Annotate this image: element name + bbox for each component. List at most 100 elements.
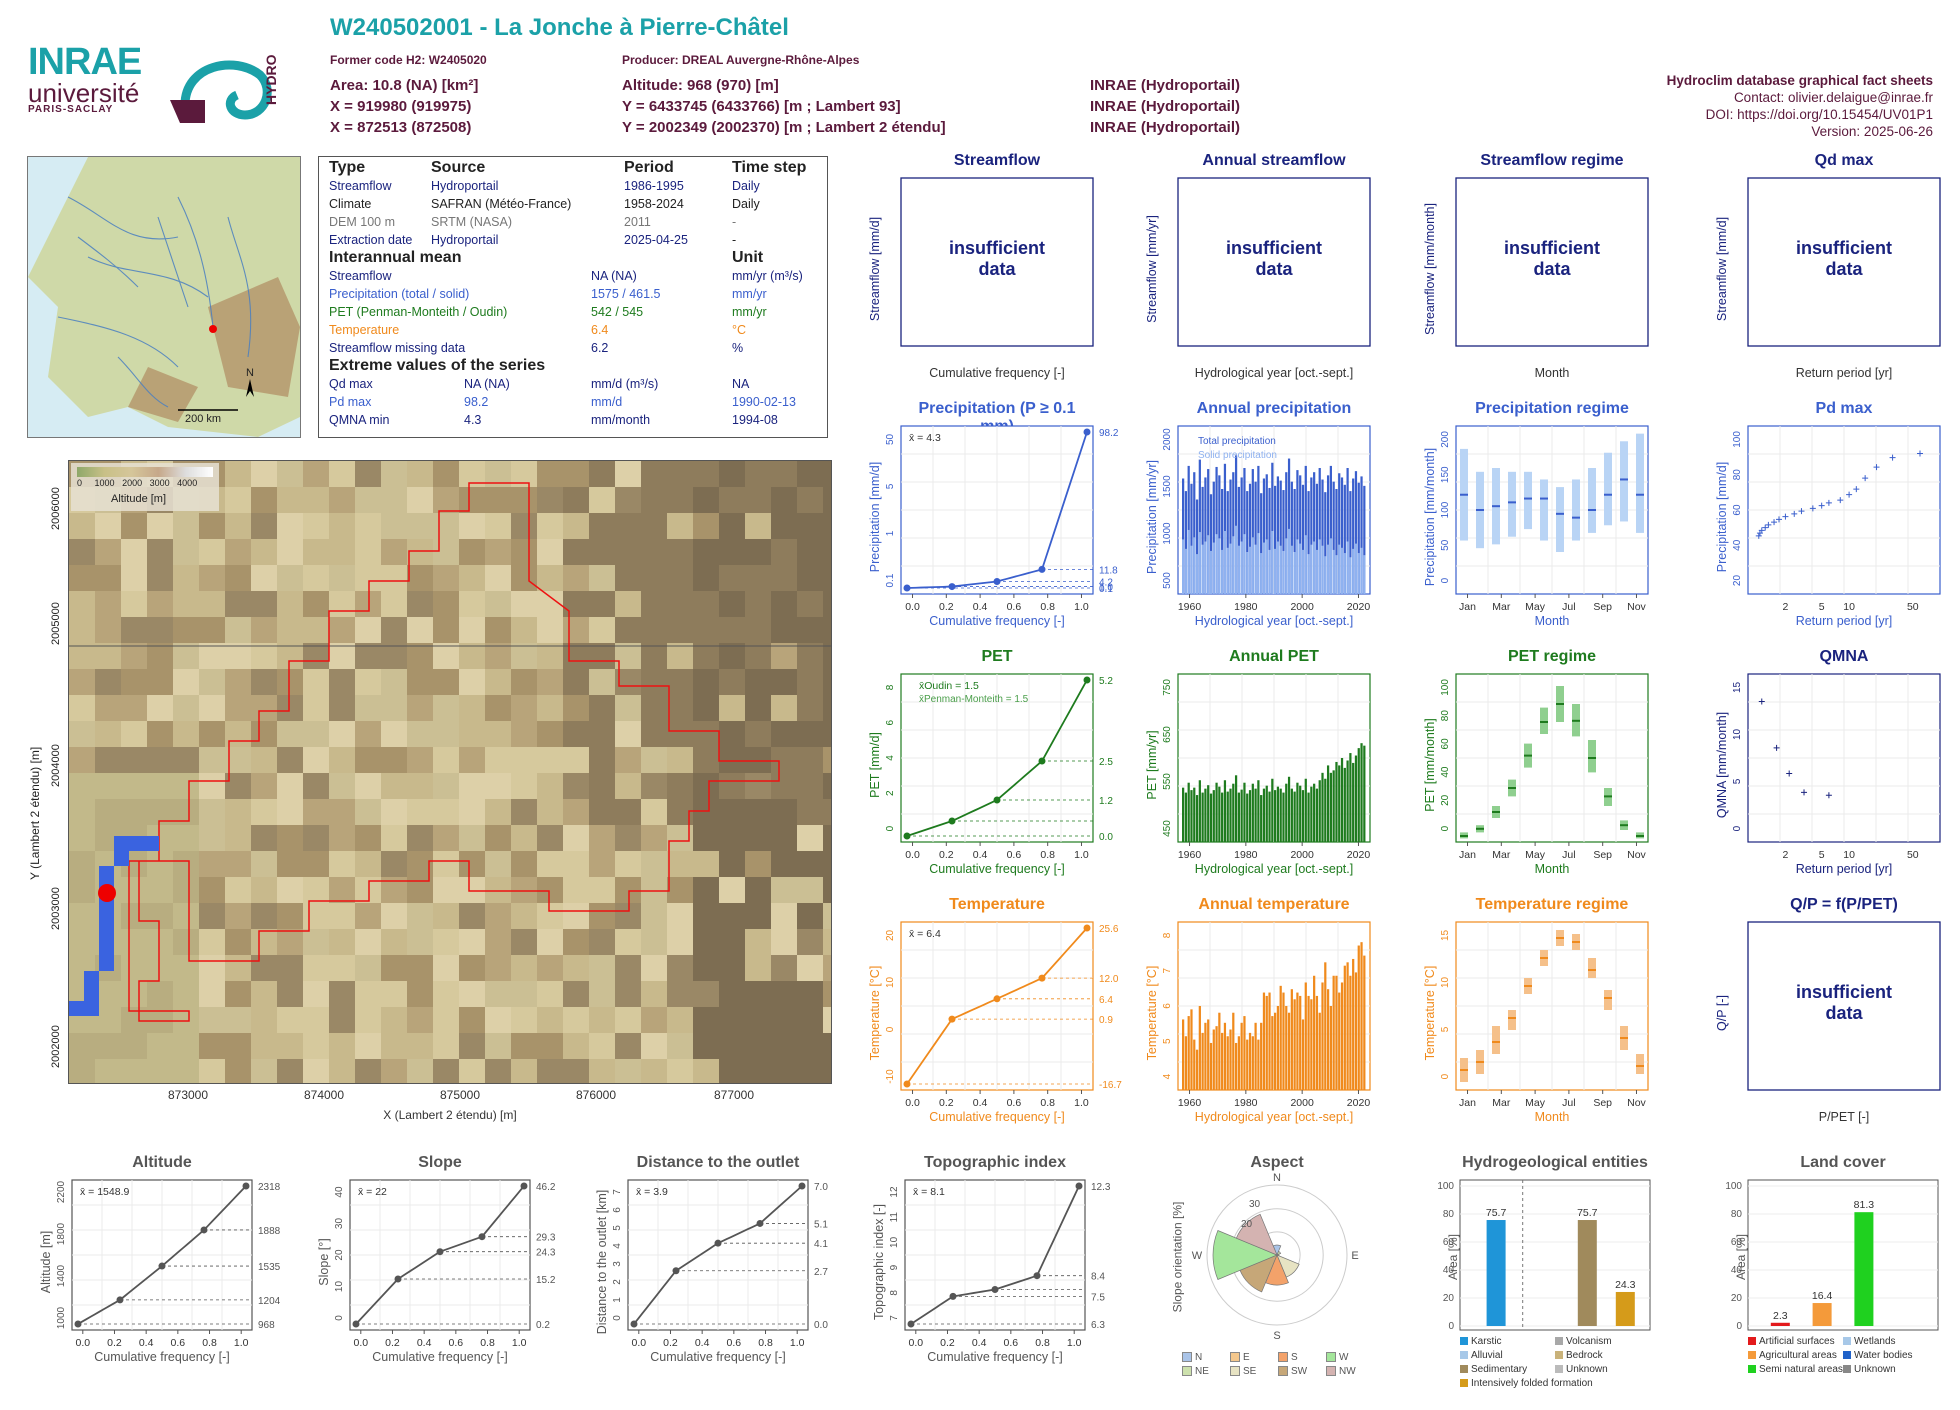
y-tick-label: 1 — [612, 1297, 623, 1303]
right-tick-label: 15.2 — [536, 1275, 556, 1286]
streamflow-panel: Streamflow Cumulative frequency [-] Stream… — [861, 148, 1133, 386]
right-tick-label: 24.3 — [536, 1248, 556, 1259]
elevation-cell — [771, 1007, 797, 1033]
y-tick-label: 9 — [889, 1264, 900, 1270]
elevation-cell — [225, 461, 251, 487]
elevation-cell — [69, 799, 95, 825]
x-tick-label: 2020 — [1347, 849, 1371, 861]
x-tick-label: 0.4 — [973, 849, 988, 861]
annual_precip-bar2 — [1187, 529, 1190, 594]
y-tick-label: 11 — [889, 1212, 900, 1223]
x-tick-label: Nov — [1627, 1097, 1646, 1109]
elevation-cell — [173, 929, 199, 955]
aspect-ring-label: 30 — [1249, 1199, 1261, 1210]
annual_pet-xlabel: Hydrological year [oct.-sept.] — [1194, 862, 1354, 876]
annual_pet-bar — [1271, 778, 1274, 842]
elevation-cell — [381, 1033, 407, 1059]
annual_pet-title: Annual PET — [1229, 648, 1319, 665]
elevation-cell — [95, 539, 121, 565]
elevation-cell — [381, 721, 407, 747]
elevation-cell — [537, 669, 563, 695]
elevation-cell — [329, 773, 355, 799]
annual_temp-bar — [1204, 1022, 1207, 1090]
annual_temp-bar — [1349, 975, 1352, 1090]
y-tick-label: 750 — [1162, 679, 1173, 696]
elevation-cell — [303, 591, 329, 617]
elevation-cell — [251, 643, 277, 669]
annual_precip-bar2 — [1251, 537, 1254, 594]
elevation-cell — [615, 617, 641, 643]
y-tick-label: 60 — [1732, 504, 1743, 516]
elevation-cell — [381, 643, 407, 669]
y-tick-label: 5 — [1162, 1038, 1173, 1044]
annual_streamflow-insufficient: insufficient data — [1225, 238, 1322, 279]
elevation-cell — [693, 1007, 719, 1033]
elevation-cell — [303, 825, 329, 851]
elevation-cell — [225, 487, 251, 513]
elevation-cell — [95, 669, 121, 695]
hydrogeo-legend-item: Volcanism — [1555, 1336, 1612, 1347]
src-row-period: 2025-04-25 — [624, 233, 688, 247]
x-tick-label: 10 — [1843, 601, 1855, 613]
elevation-cell — [121, 617, 147, 643]
mean-label: Temperature — [329, 323, 400, 337]
elevation-cell — [433, 643, 459, 669]
annual_precip-bar — [1357, 482, 1360, 594]
annual_pet-bar — [1349, 753, 1352, 842]
elevation-cell — [459, 643, 485, 669]
elevation-cell — [329, 461, 355, 487]
pd_max-point — [1782, 513, 1789, 520]
annual_pet-bar — [1237, 792, 1240, 842]
elevation-cell — [355, 643, 381, 669]
elevation-cell — [823, 1059, 831, 1083]
doi-link[interactable]: DOI: https://doi.org/10.15454/UV01P1 — [1705, 107, 1933, 122]
elevation-cell — [511, 747, 537, 773]
annual_precip-bar2 — [1182, 539, 1185, 594]
elevation-cell — [277, 539, 303, 565]
annual_pet-bar — [1215, 782, 1218, 842]
right-tick-label: -16.7 — [1099, 1080, 1122, 1091]
pet_cdf-point — [903, 832, 911, 840]
x-tick-label: 0.0 — [905, 601, 920, 613]
x-tick-label: Nov — [1627, 849, 1646, 861]
pd_max-point — [1765, 521, 1772, 528]
elevation-cell — [745, 669, 771, 695]
annual_precip-bar — [1246, 491, 1249, 594]
elevation-cell — [615, 695, 641, 721]
elevation-cell — [667, 981, 693, 1007]
legend-swatch — [1843, 1337, 1851, 1346]
x-tick-label: 0.4 — [695, 1337, 710, 1349]
annual_precip-bar2 — [1352, 548, 1355, 594]
x-tick-label: 1.0 — [1074, 1097, 1089, 1109]
universite-text: université — [28, 78, 140, 108]
regime_temp-box — [1604, 990, 1612, 1010]
contact[interactable]: Contact: olivier.delaigue@inrae.fr — [1733, 90, 1933, 105]
y-tick-label: 15 — [1732, 681, 1743, 693]
elevation-cell — [485, 955, 511, 981]
elevation-cell — [173, 539, 199, 565]
elevation-cell — [537, 513, 563, 539]
elevation-cell — [667, 643, 693, 669]
y-tick-label: 60 — [1731, 1237, 1743, 1248]
annual_precip-bar2 — [1343, 553, 1346, 594]
elevation-cell — [667, 929, 693, 955]
legend-swatch — [1748, 1337, 1756, 1346]
elevation-cell — [121, 903, 147, 929]
regime_temp-box — [1508, 1010, 1516, 1030]
elevation-cell — [121, 669, 147, 695]
annual_precip-bar — [1279, 480, 1282, 594]
elevation-cell — [693, 539, 719, 565]
river-cell — [129, 836, 144, 851]
elevation-cell — [589, 1059, 615, 1083]
elevation-cell — [693, 877, 719, 903]
annual_pet-bar — [1307, 792, 1310, 842]
legend-swatch — [1182, 1352, 1192, 1363]
elevation-cell — [277, 773, 303, 799]
elevation-cell — [797, 643, 823, 669]
altitude_cdf-point — [242, 1182, 250, 1190]
qmna-point — [1801, 789, 1808, 796]
x-tick-label: 1.0 — [234, 1337, 249, 1349]
elevation-cell — [797, 565, 823, 591]
river-cell — [114, 836, 129, 851]
elevation-cell — [667, 539, 693, 565]
